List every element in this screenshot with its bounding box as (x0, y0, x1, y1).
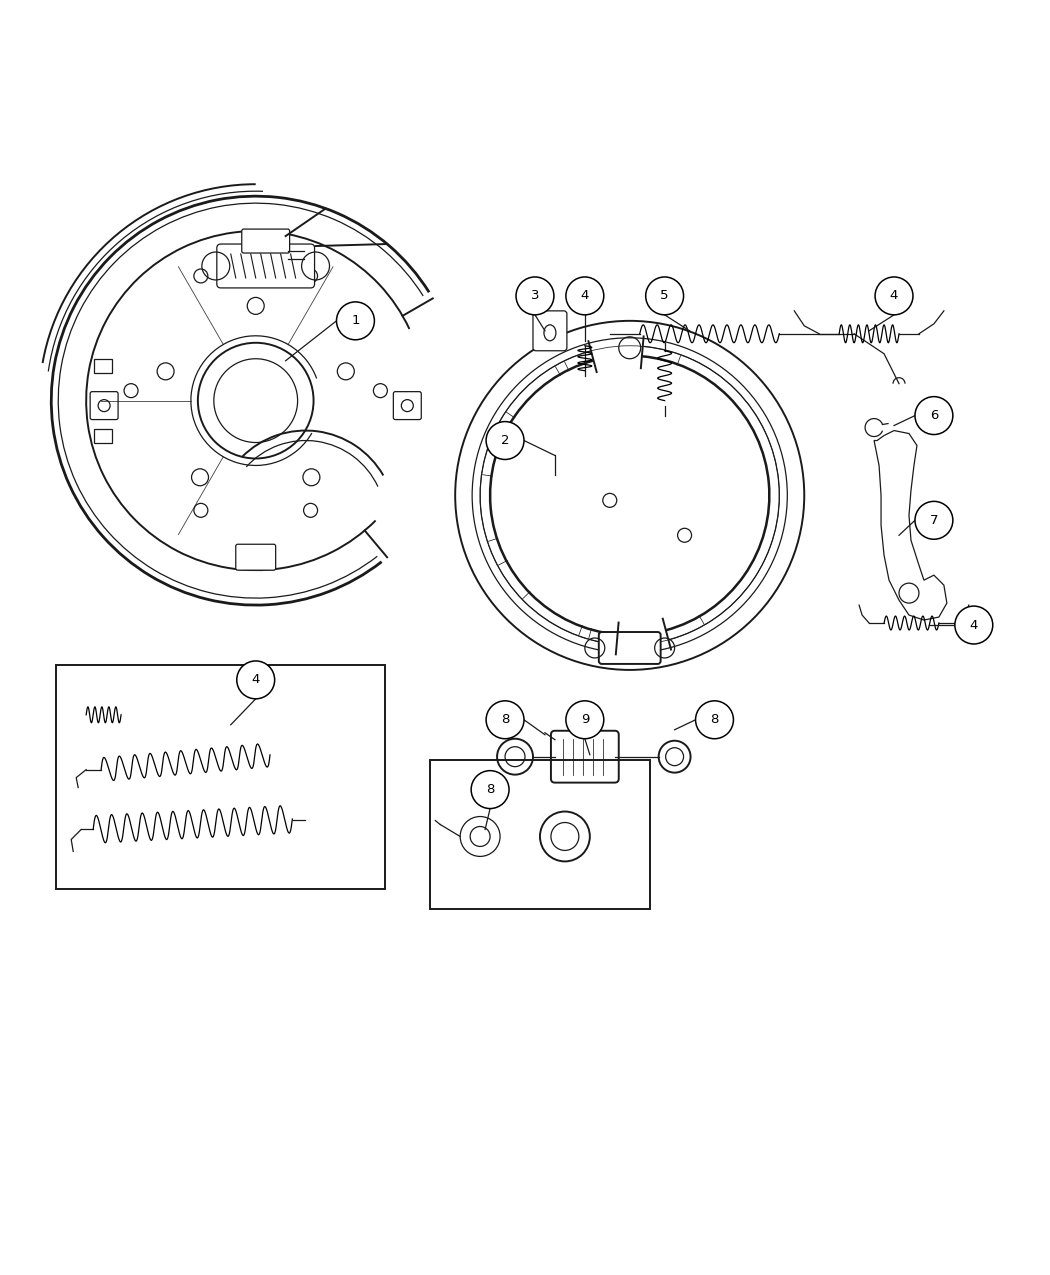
FancyBboxPatch shape (533, 311, 567, 351)
Circle shape (486, 422, 524, 459)
Circle shape (915, 501, 952, 539)
Text: 8: 8 (486, 783, 495, 796)
FancyBboxPatch shape (598, 632, 660, 664)
Text: 4: 4 (889, 289, 898, 302)
FancyBboxPatch shape (90, 391, 118, 419)
Text: 2: 2 (501, 434, 509, 448)
Circle shape (915, 397, 952, 435)
FancyBboxPatch shape (242, 230, 290, 252)
Text: 9: 9 (581, 713, 589, 727)
Circle shape (471, 770, 509, 808)
FancyBboxPatch shape (236, 544, 276, 570)
FancyBboxPatch shape (216, 244, 315, 288)
Circle shape (486, 701, 524, 738)
Bar (94, 428, 112, 442)
Bar (430, 760, 650, 909)
Text: 8: 8 (710, 713, 718, 727)
Circle shape (336, 302, 375, 340)
Bar (94, 358, 112, 372)
Circle shape (695, 701, 734, 738)
Circle shape (236, 660, 275, 699)
Text: 4: 4 (581, 289, 589, 302)
Circle shape (566, 701, 604, 738)
FancyBboxPatch shape (394, 391, 421, 419)
Circle shape (954, 606, 992, 644)
Text: 4: 4 (252, 673, 260, 686)
Text: 3: 3 (530, 289, 540, 302)
Text: 6: 6 (929, 409, 938, 422)
Bar (57, 666, 385, 890)
Text: 7: 7 (929, 514, 938, 527)
Text: 5: 5 (660, 289, 669, 302)
Circle shape (646, 277, 684, 315)
Circle shape (516, 277, 554, 315)
Text: 1: 1 (351, 315, 360, 328)
Circle shape (875, 277, 912, 315)
FancyBboxPatch shape (551, 731, 618, 783)
Circle shape (566, 277, 604, 315)
Text: 4: 4 (969, 618, 978, 631)
Text: 8: 8 (501, 713, 509, 727)
